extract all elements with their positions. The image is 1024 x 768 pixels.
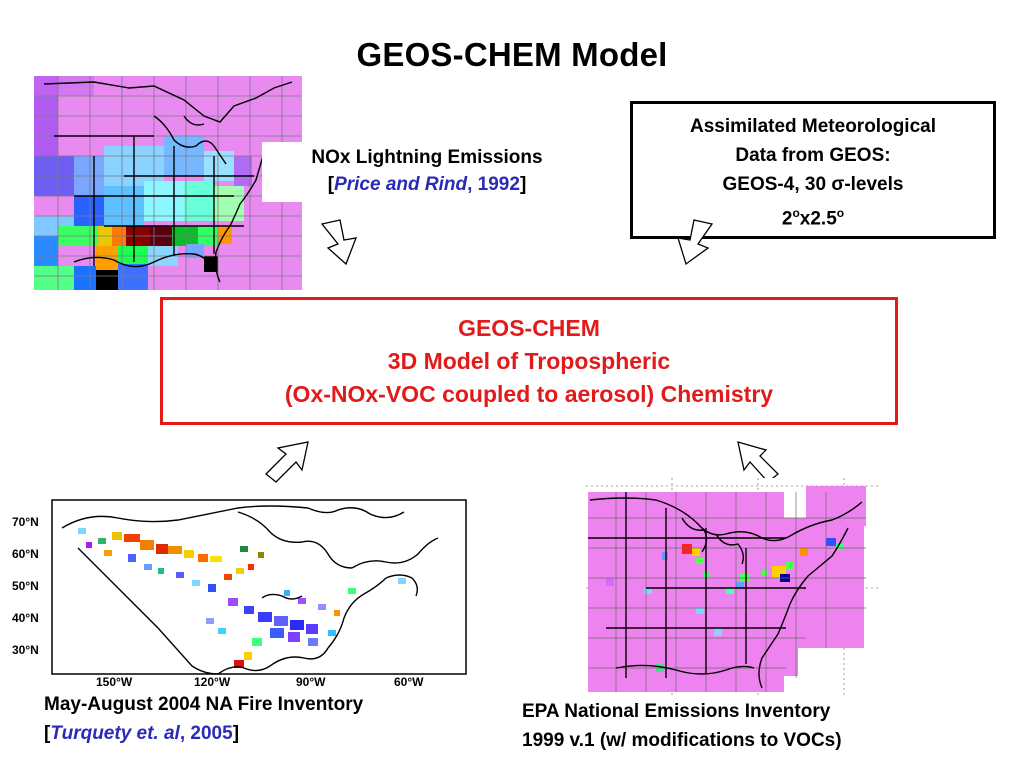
fire-reference: [Turquety et. al, 2005] (44, 723, 240, 744)
arrow-fire-to-model (262, 440, 316, 486)
epa-subtitle: 1999 v.1 (w/ modifications to VOCs) (522, 730, 842, 751)
epa-caption: EPA National Emissions Inventory 1999 v.… (522, 697, 992, 755)
fire-reference-year: 2005 (190, 723, 233, 744)
fire-lon-label: 120°W (194, 675, 231, 688)
arrow-lightning-to-model (318, 218, 362, 268)
core-line-1: GEOS-CHEM (458, 315, 600, 341)
fire-lat-label: 60°N (12, 547, 39, 561)
arrow-met-to-model (668, 218, 718, 268)
lightning-reference-year: 1992 (477, 174, 520, 195)
core-line-3: (Ox-NOx-VOC coupled to aerosol) Chemistr… (284, 381, 774, 407)
fire-inventory-map: 70°N 60°N 50°N 40°N 30°N 150°W 120°W 90°… (8, 498, 468, 689)
epa-nei-map (586, 478, 880, 696)
fire-lat-label: 50°N (12, 579, 39, 593)
lightning-caption: NOx Lightning Emissions [Price and Rind,… (262, 142, 592, 202)
slide-title: GEOS-CHEM Model (356, 36, 668, 73)
lightning-reference: [Price and Rind, 1992] (327, 174, 527, 195)
fire-lon-label: 90°W (296, 675, 326, 688)
sigma-symbol: σ (831, 174, 845, 195)
lightning-title: NOx Lightning Emissions (311, 147, 543, 168)
meteorological-data-box: Assimilated Meteorological Data from GEO… (630, 101, 996, 239)
fire-caption: May-August 2004 NA Fire Inventory [Turqu… (44, 690, 504, 748)
fire-lat-label: 70°N (12, 515, 39, 529)
lightning-reference-author: Price and Rind (334, 174, 468, 195)
met-resolution: 2ox2.5o (781, 206, 845, 230)
fire-reference-author: Turquety et. al (50, 723, 180, 744)
met-line-3: GEOS-4, 30 σ-levels (722, 174, 904, 195)
lightning-nox-map (34, 76, 302, 290)
epa-title: EPA National Emissions Inventory (522, 701, 831, 722)
fire-lat-label: 40°N (12, 611, 39, 625)
geos-chem-core-box: GEOS-CHEM 3D Model of Tropospheric (Ox-N… (160, 297, 898, 425)
met-line-2: Data from GEOS: (735, 145, 891, 166)
fire-lon-label: 60°W (394, 675, 424, 688)
fire-lon-label: 150°W (96, 675, 133, 688)
met-line-1: Assimilated Meteorological (689, 116, 936, 137)
fire-lat-label: 30°N (12, 643, 39, 657)
core-line-2: 3D Model of Tropospheric (387, 348, 671, 374)
fire-title: May-August 2004 NA Fire Inventory (44, 694, 364, 715)
